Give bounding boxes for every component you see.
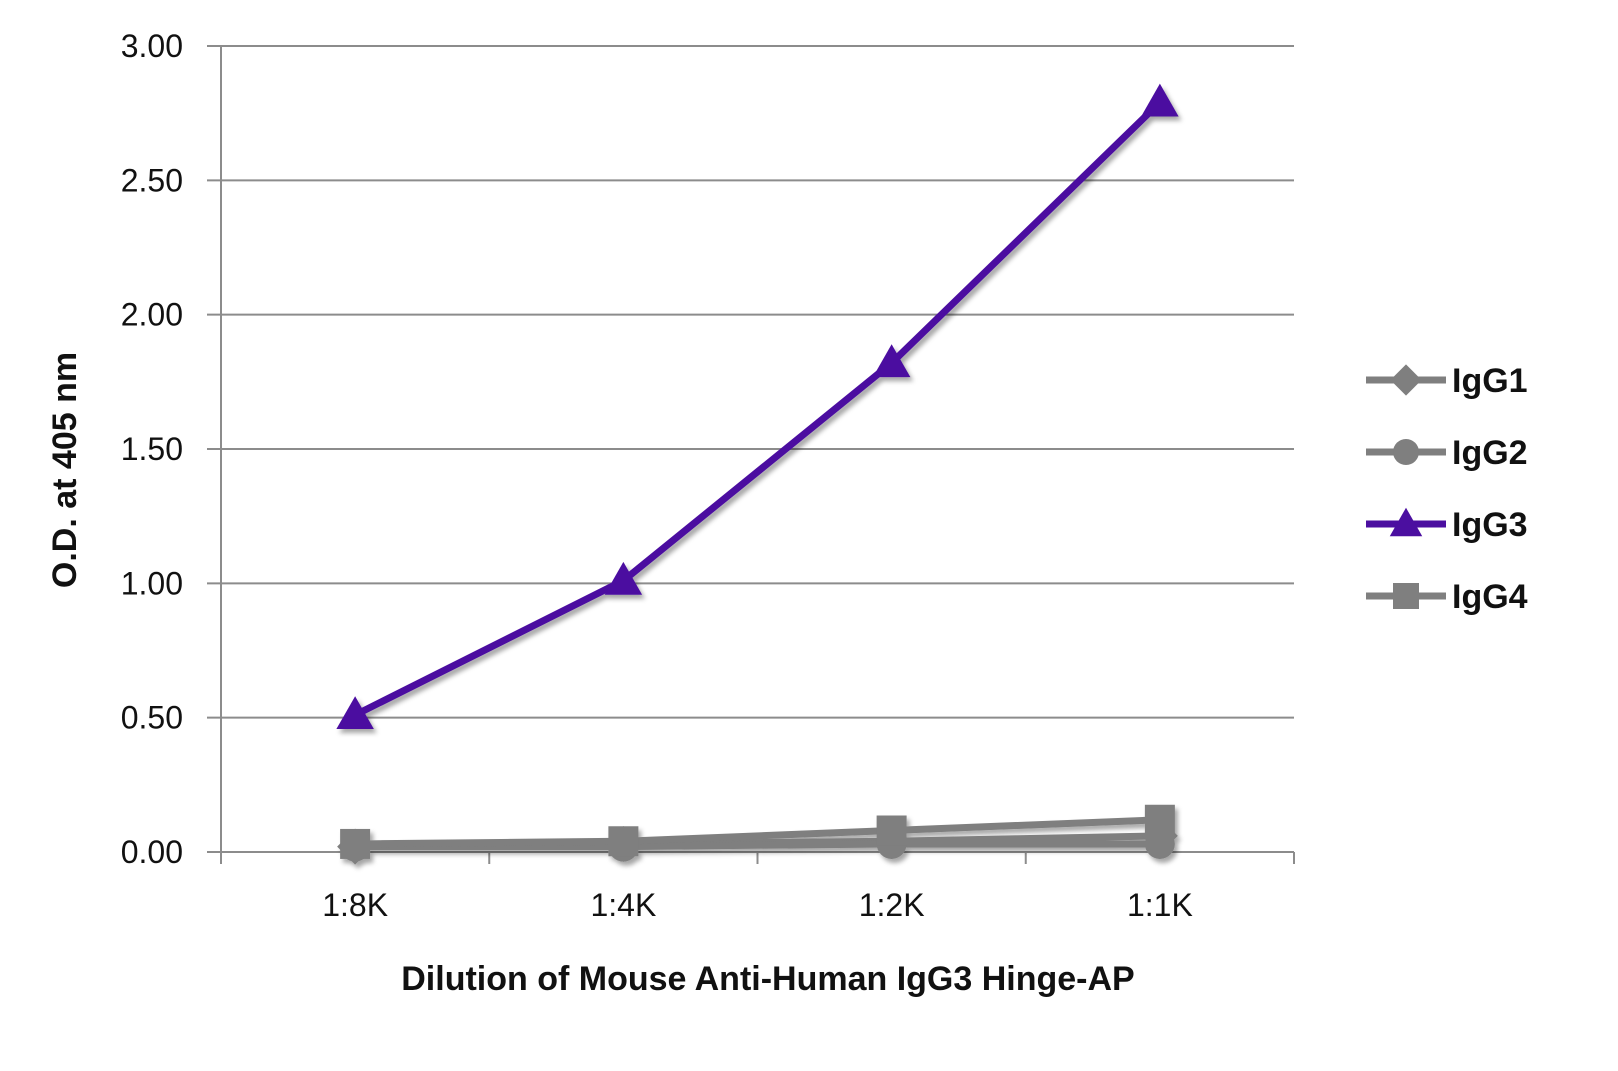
series-igg4 bbox=[340, 804, 1175, 859]
axes bbox=[220, 46, 1295, 864]
data-point-igg3 bbox=[604, 561, 643, 595]
x-tick-label: 1:4K bbox=[590, 887, 656, 923]
legend-marker-igg1 bbox=[1390, 364, 1422, 396]
data-point-igg3 bbox=[336, 696, 374, 730]
y-tick-label: 0.00 bbox=[121, 834, 183, 870]
y-tick-label: 1.50 bbox=[121, 431, 183, 467]
y-tick-label: 1.00 bbox=[121, 565, 183, 601]
legend-item-igg4: IgG4 bbox=[1366, 578, 1528, 616]
x-tick-label: 1:8K bbox=[322, 887, 388, 923]
series-igg3 bbox=[336, 83, 1179, 730]
legend-label-igg2: IgG2 bbox=[1452, 434, 1528, 472]
legend-label-igg4: IgG4 bbox=[1452, 578, 1528, 616]
legend: IgG1 IgG2 IgG3 IgG4 bbox=[1366, 362, 1528, 616]
x-tick-label: 1:1K bbox=[1127, 887, 1193, 923]
legend-item-igg3: IgG3 bbox=[1366, 506, 1528, 544]
legend-item-igg1: IgG1 bbox=[1366, 362, 1528, 400]
data-point-igg4 bbox=[340, 828, 371, 859]
series-line-igg3 bbox=[353, 99, 1163, 719]
series-lines bbox=[336, 83, 1179, 865]
x-axis-title: Dilution of Mouse Anti-Human IgG3 Hinge-… bbox=[401, 960, 1134, 998]
data-point-igg4 bbox=[608, 826, 639, 857]
y-tick-label: 0.50 bbox=[121, 700, 183, 736]
legend-item-igg2: IgG2 bbox=[1366, 434, 1528, 472]
data-point-igg4 bbox=[876, 815, 907, 846]
x-tick-label: 1:2K bbox=[859, 887, 925, 923]
gridlines bbox=[207, 45, 1294, 853]
legend-label-igg1: IgG1 bbox=[1452, 362, 1528, 400]
legend-marker-igg4 bbox=[1393, 583, 1419, 609]
data-point-igg4 bbox=[1144, 804, 1175, 835]
data-point-igg3 bbox=[1141, 83, 1179, 117]
data-point-igg3 bbox=[872, 344, 911, 378]
series-line-igg2 bbox=[355, 840, 1160, 851]
y-tick-label: 2.50 bbox=[121, 162, 183, 198]
series-line-igg4 bbox=[355, 816, 1161, 848]
legend-marker-igg3 bbox=[1389, 507, 1423, 537]
y-axis-title: O.D. at 405 nm bbox=[46, 352, 84, 588]
data-point-igg2 bbox=[1144, 828, 1175, 859]
y-tick-label: 2.00 bbox=[121, 297, 183, 333]
legend-marker-igg2 bbox=[1393, 439, 1419, 465]
y-tick-label: 3.00 bbox=[121, 28, 183, 64]
legend-label-igg3: IgG3 bbox=[1452, 506, 1528, 544]
x-tick-labels: 1:8K 1:4K 1:2K 1:1K bbox=[322, 887, 1193, 923]
y-tick-labels: 0.00 0.50 1.00 1.50 2.00 2.50 3.00 bbox=[121, 28, 183, 870]
